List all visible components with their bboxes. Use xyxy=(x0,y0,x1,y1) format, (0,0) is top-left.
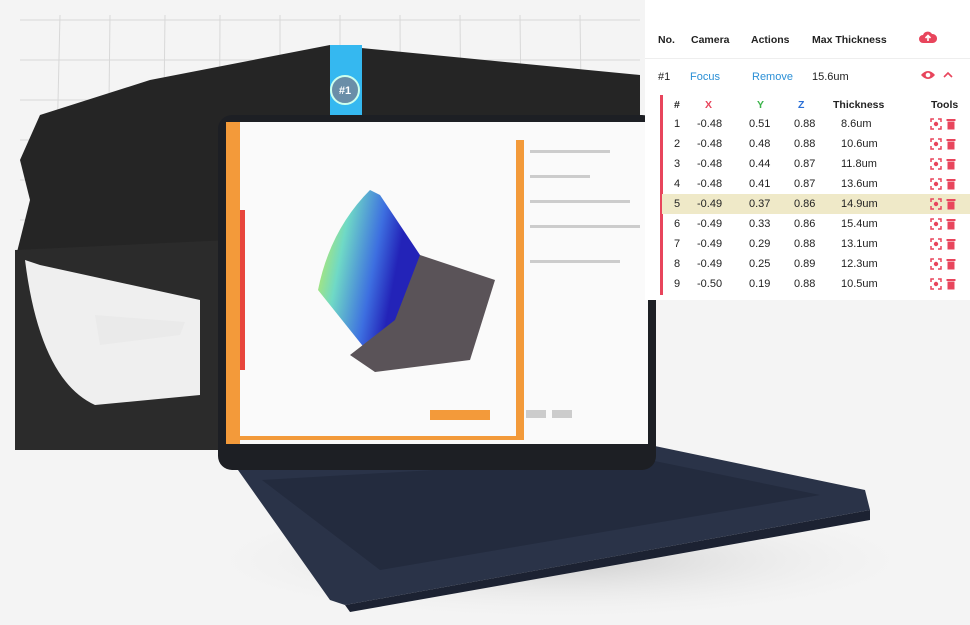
cell: 13.1um xyxy=(841,238,878,250)
cell: -0.49 xyxy=(697,238,723,250)
marker-circle[interactable] xyxy=(330,75,360,105)
cell: 4 xyxy=(674,178,681,190)
panel: No. Camera Actions Max Thickness #1 Focus Remo… xyxy=(645,0,970,300)
cell: -0.48 xyxy=(697,118,723,130)
part-gray xyxy=(350,255,495,372)
bumper-slot xyxy=(95,315,185,345)
header-cell: Max Thickness xyxy=(812,34,887,46)
cell: 6 xyxy=(674,218,681,230)
cell: 0.48 xyxy=(749,138,771,150)
cell: 0.86 xyxy=(794,218,816,230)
cell: 12.3um xyxy=(841,258,878,270)
column-header: Tools xyxy=(931,99,959,111)
delete-tool[interactable] xyxy=(945,138,957,150)
cell: -0.50 xyxy=(697,278,723,290)
cell: 0.89 xyxy=(794,258,816,270)
delete-tool[interactable] xyxy=(945,178,957,190)
collapse-icon[interactable] xyxy=(942,70,954,80)
focus-tool[interactable] xyxy=(930,258,942,270)
accent-bar xyxy=(660,95,663,295)
cell: 15.4um xyxy=(841,218,878,230)
cell: 8.6um xyxy=(841,118,872,130)
cell: 0.88 xyxy=(794,238,816,250)
cell: 11.8um xyxy=(841,158,877,170)
delete-tool[interactable] xyxy=(945,278,957,290)
focus-tool[interactable] xyxy=(930,198,942,210)
cell: 10.6um xyxy=(841,138,878,150)
cell: 0.87 xyxy=(794,158,816,170)
cell: -0.49 xyxy=(697,218,723,230)
cell: 14.9um xyxy=(841,198,878,210)
header-cell: Camera xyxy=(691,34,730,46)
app-scale xyxy=(240,210,245,370)
focus-tool[interactable] xyxy=(930,138,942,150)
cell: -0.49 xyxy=(697,198,723,210)
cell: 2 xyxy=(674,138,681,150)
cell: 0.25 xyxy=(749,258,771,270)
column-header: # xyxy=(674,99,680,111)
delete-tool[interactable] xyxy=(945,258,957,270)
cell: 8 xyxy=(674,258,681,270)
app-divider xyxy=(516,140,524,440)
focus-tool[interactable] xyxy=(930,238,942,250)
laptop-edge xyxy=(345,510,870,612)
cell: 9 xyxy=(674,278,681,290)
cell: 5 xyxy=(674,198,681,210)
header-cell: Actions xyxy=(751,34,790,46)
delete-tool[interactable] xyxy=(945,158,957,170)
keyboard xyxy=(262,458,820,570)
cell: 0.41 xyxy=(749,178,771,190)
cell: -0.48 xyxy=(697,138,723,150)
cell: 0.86 xyxy=(794,198,816,210)
app-sidebar xyxy=(226,122,240,444)
delete-tool[interactable] xyxy=(945,238,957,250)
cell: -0.48 xyxy=(697,158,723,170)
focus-tool[interactable] xyxy=(930,178,942,190)
cell: 0.37 xyxy=(749,198,771,210)
focus-tool[interactable] xyxy=(930,158,942,170)
cell: 0.88 xyxy=(794,118,816,130)
app-timeline xyxy=(240,436,520,440)
cell: 0.44 xyxy=(749,158,771,170)
max-thickness: 15.6um xyxy=(812,71,849,83)
cell: 0.87 xyxy=(794,178,816,190)
cell: 0.33 xyxy=(749,218,771,230)
cell: 7 xyxy=(674,238,681,250)
cell: 0.51 xyxy=(749,118,771,130)
focus-tool[interactable] xyxy=(930,218,942,230)
cell: 10.5um xyxy=(841,278,878,290)
cell: 0.88 xyxy=(794,278,816,290)
cell: 1 xyxy=(674,118,681,130)
column-header: X xyxy=(705,99,713,111)
row-number: #1 xyxy=(658,71,671,83)
header-cell: No. xyxy=(658,34,675,46)
cell: -0.49 xyxy=(697,258,723,270)
cell: -0.48 xyxy=(697,178,723,190)
upload-icon[interactable] xyxy=(919,30,937,44)
focus-tool[interactable] xyxy=(930,118,942,130)
column-header: Z xyxy=(798,99,805,111)
marker-label: #1 xyxy=(339,85,351,97)
focus-link[interactable]: Focus xyxy=(690,71,720,83)
remove-link[interactable]: Remove xyxy=(752,71,793,83)
divider xyxy=(645,58,970,59)
app-panel-lines xyxy=(526,150,640,418)
cell: 3 xyxy=(674,158,681,170)
delete-tool[interactable] xyxy=(945,198,957,210)
column-header: Thickness xyxy=(833,99,885,111)
bumper-top xyxy=(15,45,640,450)
cell: 0.19 xyxy=(749,278,771,290)
cell: 13.6um xyxy=(841,178,878,190)
focus-tool[interactable] xyxy=(930,278,942,290)
delete-tool[interactable] xyxy=(945,218,957,230)
column-header: Y xyxy=(757,99,765,111)
app-button xyxy=(430,410,490,420)
delete-tool[interactable] xyxy=(945,118,957,130)
eye-icon[interactable] xyxy=(920,69,936,81)
point-row xyxy=(662,194,970,214)
cell: 0.29 xyxy=(749,238,771,250)
cell: 0.88 xyxy=(794,138,816,150)
